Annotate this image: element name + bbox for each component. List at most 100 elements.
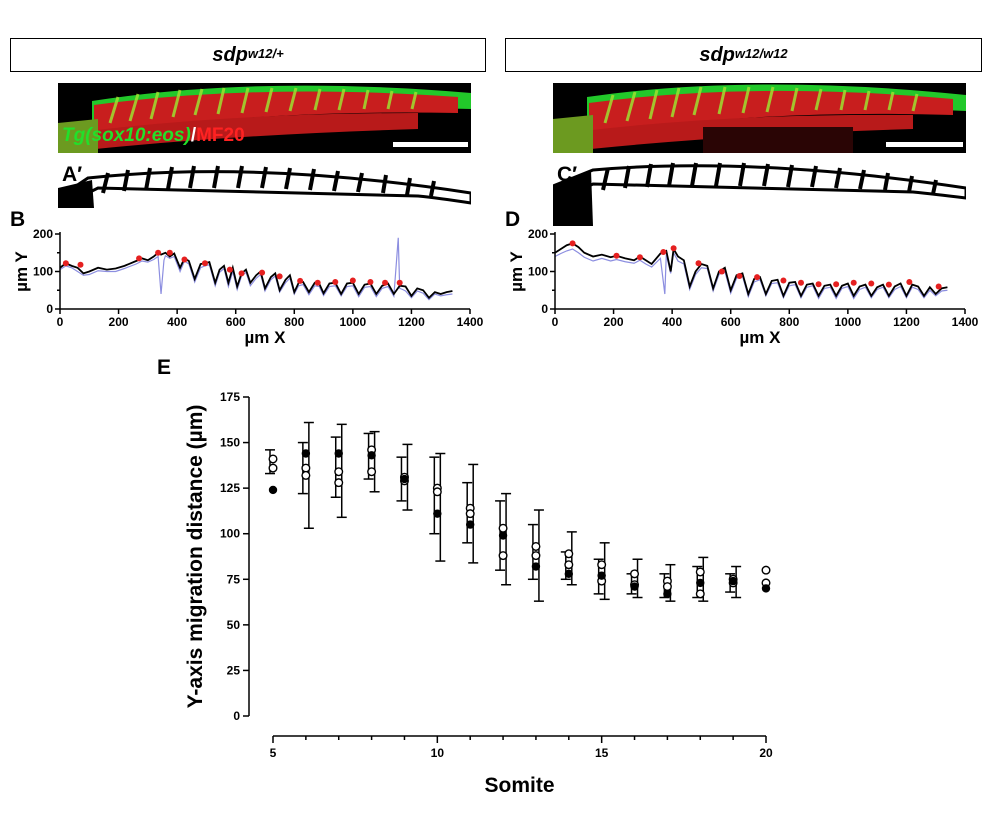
open-point	[334, 478, 344, 488]
peak-marker	[382, 279, 389, 286]
peak-marker	[833, 281, 840, 288]
raw-trace	[59, 237, 453, 301]
filled-point	[498, 531, 508, 540]
thresholded-a-prime	[58, 165, 471, 208]
x-axis-label: Somite	[484, 774, 554, 797]
peak-marker	[181, 256, 188, 263]
filled-point	[663, 589, 672, 599]
peak-marker	[62, 260, 69, 267]
genotype-right-base: sdp	[699, 43, 735, 66]
genotype-left-base: sdp	[212, 43, 248, 66]
stain-label: MF20	[196, 125, 245, 146]
peak-marker	[332, 279, 339, 285]
filled-point	[761, 584, 771, 593]
peak-marker	[569, 240, 576, 247]
panel-label-d: D	[505, 208, 521, 231]
panel-label-a-prime: A′	[62, 163, 83, 186]
peak-marker	[166, 249, 173, 256]
filled-point	[564, 569, 573, 579]
micrograph-a: Tg(sox10:eos)/MF20	[58, 83, 471, 153]
x-tick-label: 200	[109, 315, 129, 329]
filled-point	[433, 509, 442, 518]
x-tick-label: 1200	[398, 315, 425, 329]
smoothed-trace	[554, 242, 948, 299]
open-point	[531, 541, 541, 551]
peak-marker	[815, 281, 822, 288]
y-tick-label: 125	[220, 481, 240, 495]
open-point	[630, 569, 640, 579]
open-point	[597, 560, 607, 570]
x-tick-label: 400	[662, 315, 682, 329]
peak-marker	[660, 249, 667, 255]
open-point	[564, 549, 574, 559]
filled-point	[728, 576, 738, 586]
peak-marker	[226, 266, 233, 273]
chart-e: 0 25 50 75 100 125 150 175 5 10 15 20 Somite Y-axis m…	[184, 390, 773, 797]
panel-label-e: E	[157, 356, 172, 379]
y-axis-label: µm Y	[12, 251, 31, 292]
peak-marker	[906, 279, 913, 285]
peak-marker	[367, 279, 374, 285]
y-tick-label: 100	[220, 527, 240, 541]
y-tick-label: 50	[227, 618, 241, 632]
peak-marker	[201, 260, 208, 267]
peak-marker	[754, 274, 761, 281]
y-axis-label: Y-axis migration distance (µm)	[184, 405, 207, 709]
peak-marker	[276, 273, 283, 280]
genotype-right-sup: w12/w12	[734, 45, 788, 61]
open-point	[695, 589, 705, 599]
y-tick-label: 150	[220, 436, 240, 450]
y-tick-label: 100	[528, 265, 548, 279]
chart-d: 0 100 200 0 200 400 600 800 1000 1200 1400 µm X µm Y	[507, 227, 979, 347]
micrograph-c-image	[553, 83, 966, 153]
genotype-header-left: sdp w12/+	[10, 38, 486, 72]
open-point	[301, 463, 311, 473]
peak-marker	[155, 249, 162, 256]
filled-point	[630, 582, 639, 591]
x-tick-label: 0	[552, 315, 559, 329]
open-point	[761, 565, 771, 575]
x-tick-label: 1400	[457, 315, 484, 329]
peak-marker	[885, 281, 892, 288]
filled-point	[301, 449, 311, 458]
filled-point	[466, 520, 475, 529]
peak-marker	[314, 279, 321, 286]
open-point	[268, 463, 278, 473]
filled-point	[531, 562, 541, 571]
filled-point	[334, 449, 343, 458]
x-tick-label: 600	[721, 315, 741, 329]
panel-label-b: B	[10, 208, 26, 231]
x-tick-label: 10	[431, 746, 445, 760]
genotype-header-right: sdp w12/w12	[505, 38, 982, 72]
micrograph-a-image	[58, 83, 471, 153]
peak-marker	[238, 270, 245, 277]
x-tick-label: 5	[270, 746, 277, 760]
x-axis-label: µm X	[245, 328, 287, 347]
y-tick-label: 175	[220, 390, 240, 404]
x-tick-label: 200	[604, 315, 624, 329]
scale-bar-a	[393, 142, 468, 147]
open-point	[498, 551, 508, 561]
y-tick-label: 200	[528, 227, 548, 241]
filled-point	[367, 451, 376, 460]
thresholded-c-prime	[553, 162, 966, 226]
peak-marker	[718, 268, 725, 275]
x-tick-label: 1000	[340, 315, 367, 329]
peak-marker	[798, 279, 804, 286]
y-tick-label: 75	[227, 572, 241, 586]
peak-marker	[850, 279, 857, 286]
x-tick-label: 0	[57, 315, 64, 329]
open-point	[531, 551, 541, 561]
peak-marker	[636, 254, 643, 261]
open-point	[564, 560, 574, 570]
peak-marker	[77, 261, 84, 268]
peak-marker	[259, 269, 266, 276]
peak-marker	[349, 277, 356, 284]
peak-marker	[935, 283, 942, 290]
x-tick-label: 15	[595, 746, 609, 760]
filled-point	[268, 485, 278, 495]
y-tick-label: 200	[33, 227, 53, 241]
scale-bar-c	[886, 142, 963, 147]
y-tick-label: 0	[233, 709, 240, 723]
micrograph-a-channel-label: Tg(sox10:eos)/MF20	[62, 125, 245, 147]
